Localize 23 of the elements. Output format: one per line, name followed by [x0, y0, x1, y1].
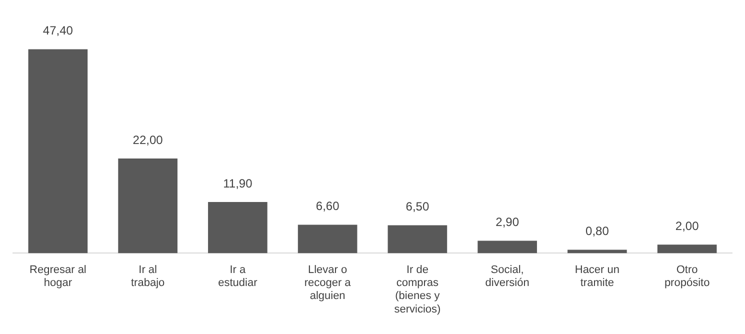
bar [118, 158, 178, 254]
x-tick-label: Hacer un tramite [574, 264, 620, 290]
x-tick-label: Otro propósito [664, 264, 710, 290]
bar [388, 225, 448, 254]
data-label: 11,90 [223, 176, 253, 190]
data-label: 47,40 [42, 24, 74, 38]
data-label: 0,80 [586, 224, 610, 238]
bar [208, 202, 268, 254]
bar [28, 49, 88, 254]
data-label: 2,90 [496, 215, 520, 230]
x-tick-label: Llevar o recoger a alguien [304, 264, 352, 302]
data-label: 6,60 [316, 199, 340, 214]
data-label: 22,00 [132, 132, 164, 147]
bar [478, 240, 537, 254]
x-tick-label: Social, diversión [485, 264, 530, 290]
data-label: 6,50 [406, 200, 430, 214]
data-label: 2,00 [675, 218, 700, 233]
x-tick-label: Ir a estudiar [218, 264, 258, 290]
bar [657, 244, 717, 254]
x-tick-label: Regresar al hogar [30, 264, 86, 290]
x-tick-label: Ir de compras (bienes y servicios) [394, 264, 441, 316]
bar [298, 224, 358, 254]
x-tick-label: Ir al trabajo [130, 264, 165, 290]
